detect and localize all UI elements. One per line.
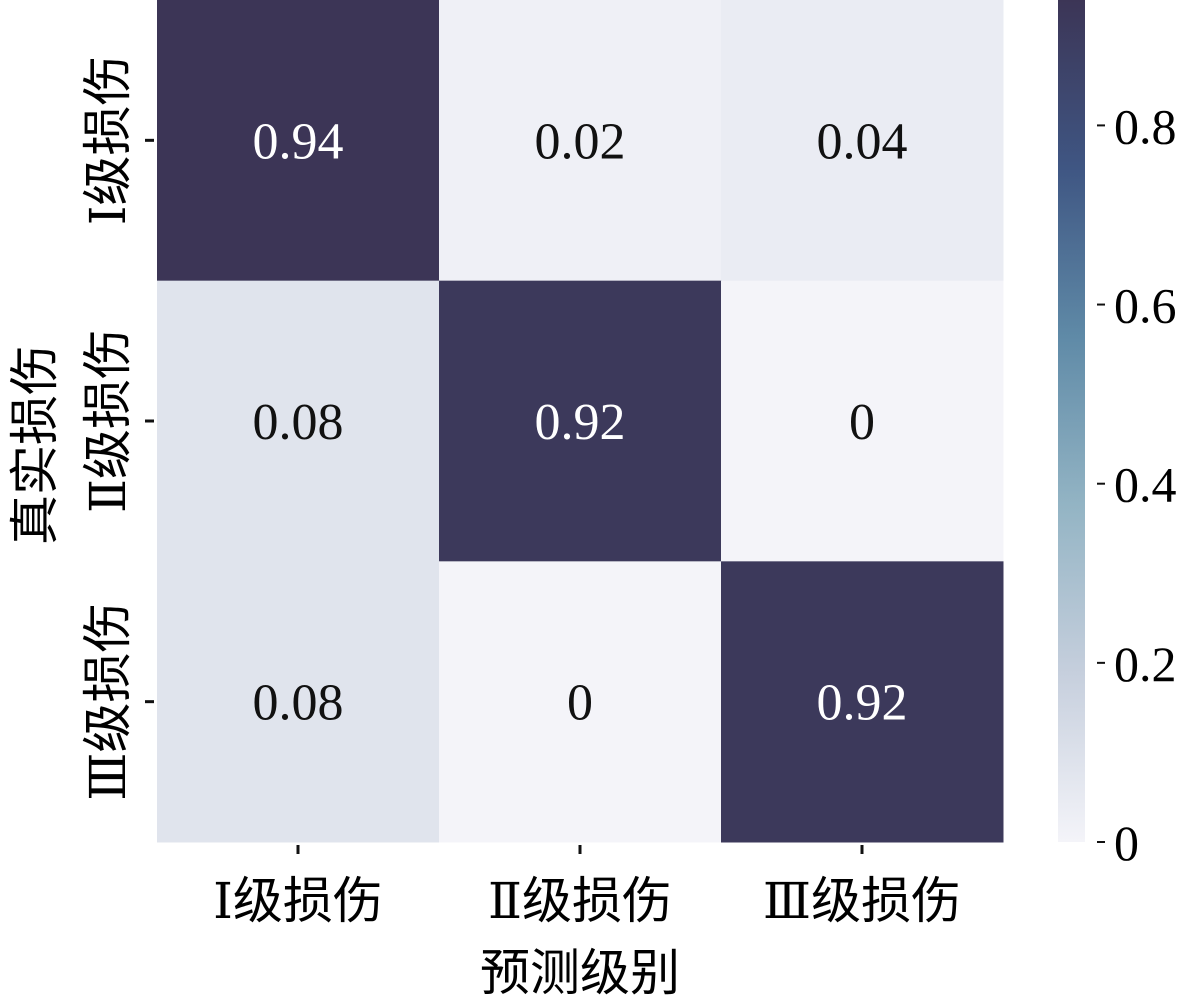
heatmap-cell [157, 0, 440, 282]
cell-value-label: 0.04 [817, 113, 908, 170]
heatmap-cell [439, 561, 722, 843]
colorbar-tick-label: 0.4 [1114, 457, 1177, 513]
x-tick-label: Ⅱ级损伤 [488, 873, 672, 929]
heatmap-cell [721, 561, 1004, 843]
heatmap-cell [721, 280, 1004, 562]
cell-value-label: 0.02 [535, 113, 626, 170]
heatmap-cell [439, 280, 722, 562]
x-tick-label: Ⅲ级损伤 [763, 873, 961, 929]
cell-value-label: 0.08 [253, 675, 344, 732]
y-axis-label: 真实损伤 [7, 345, 63, 545]
cell-value-label: 0 [849, 394, 875, 451]
colorbar [1058, 0, 1085, 842]
y-tick-label: Ⅱ级损伤 [80, 329, 136, 513]
cell-value-label: 0.92 [535, 394, 626, 451]
colorbar-tick-label: 0.6 [1114, 278, 1177, 334]
cell-value-label: 0.08 [253, 394, 344, 451]
y-tick-label: Ⅲ级损伤 [80, 603, 136, 801]
colorbar-tick-label: 0 [1114, 815, 1139, 871]
cell-value-label: 0.92 [817, 675, 908, 732]
colorbar-tick-label: 0.8 [1114, 98, 1177, 154]
x-axis-label: 预测级别 [480, 945, 680, 1001]
y-tick-label: Ⅰ级损伤 [80, 55, 136, 225]
x-tick-label: Ⅰ级损伤 [213, 873, 383, 929]
cell-value-label: 0.94 [253, 113, 344, 170]
cell-value-label: 0 [567, 675, 593, 732]
colorbar-tick-label: 0.2 [1114, 636, 1177, 692]
heatmap-cell [157, 561, 440, 843]
heatmap-cell [157, 280, 440, 562]
heatmap-cell [439, 0, 722, 282]
heatmap-cell [721, 0, 1004, 282]
